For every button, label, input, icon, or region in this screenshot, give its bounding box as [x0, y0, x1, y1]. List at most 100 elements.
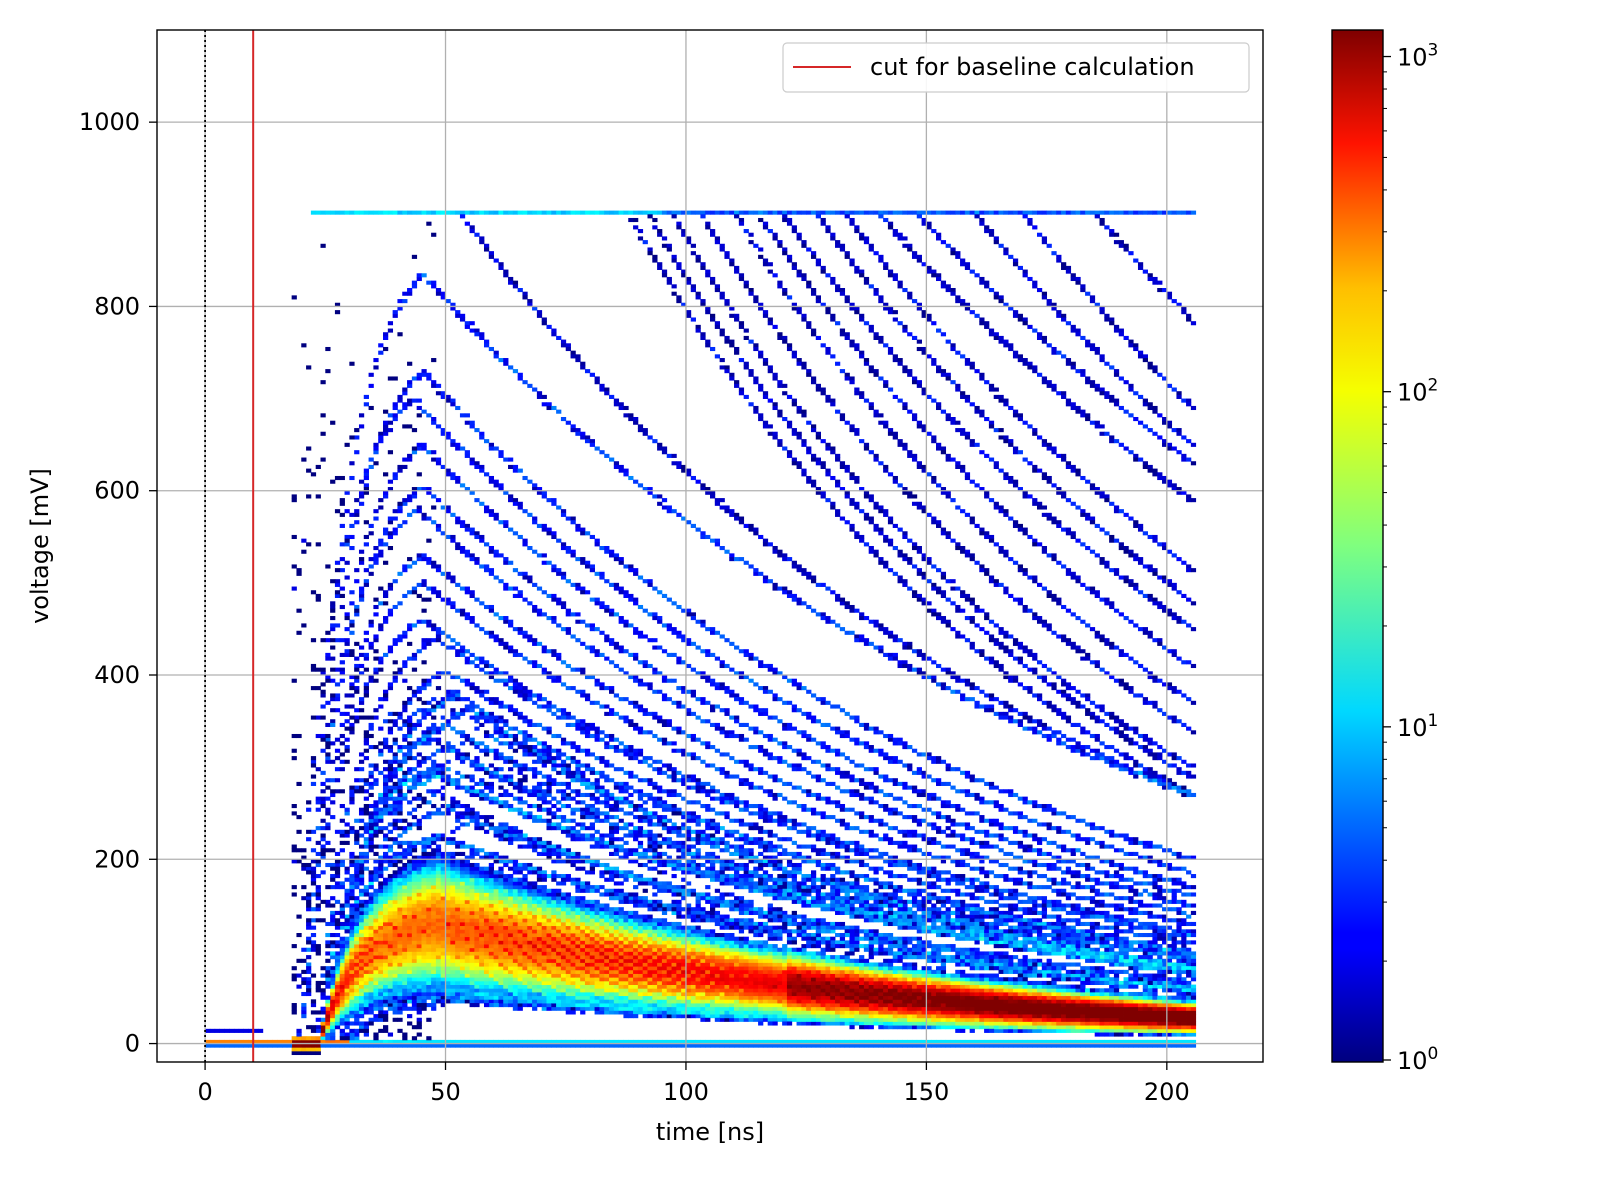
heatmap-cell — [969, 1025, 975, 1030]
heatmap-cell — [705, 947, 711, 952]
heatmap-cell — [358, 944, 365, 949]
heatmap-cell — [402, 999, 408, 1004]
heatmap-cell — [936, 1006, 942, 1011]
heatmap-cell — [455, 896, 461, 901]
heatmap-cell — [623, 973, 629, 978]
heatmap-cell — [407, 870, 413, 875]
heatmap-cell — [373, 1006, 379, 1011]
heatmap-cell — [368, 940, 374, 945]
heatmap-cell — [705, 1014, 711, 1019]
heatmap-cell — [594, 984, 600, 989]
heatmap-cell — [416, 866, 422, 871]
heatmap-cell — [469, 966, 475, 971]
heatmap-cell — [517, 907, 523, 912]
heatmap-cell — [407, 999, 413, 1004]
heatmap-cell — [363, 984, 369, 989]
heatmap-cell — [652, 1006, 658, 1011]
heatmap-cell — [589, 442, 595, 447]
heatmap-cell — [964, 991, 971, 997]
heatmap-cell — [830, 1039, 836, 1044]
heatmap-cell — [584, 991, 591, 997]
heatmap-cell — [710, 936, 716, 941]
heatmap-cell — [532, 885, 538, 890]
heatmap-cell — [339, 1010, 345, 1015]
heatmap-cell — [661, 980, 668, 985]
heatmap-cell — [604, 546, 610, 551]
heatmap-cell — [483, 907, 490, 912]
heatmap-cell — [825, 955, 831, 960]
heatmap-cell — [498, 966, 504, 971]
heatmap-cell — [854, 719, 860, 724]
heatmap-cell — [392, 988, 398, 993]
heatmap-cell — [815, 1010, 821, 1015]
heatmap-cell — [969, 1014, 975, 1019]
heatmap-cell — [772, 958, 778, 963]
heatmap-cell — [647, 999, 653, 1004]
heatmap-cell — [474, 966, 480, 971]
heatmap-cell — [666, 936, 672, 941]
heatmap-cell — [623, 918, 629, 923]
heatmap-cell — [940, 1025, 947, 1030]
heatmap-cell — [844, 984, 850, 989]
heatmap-cell — [796, 1006, 802, 1011]
heatmap-cell — [666, 1010, 672, 1015]
heatmap-cell — [411, 896, 418, 901]
heatmap-cell — [464, 321, 470, 326]
heatmap-cell — [873, 730, 879, 735]
heatmap-cell — [758, 1014, 764, 1019]
heatmap-cell — [440, 391, 446, 396]
heatmap-cell — [1003, 1017, 1009, 1022]
heatmap-cell — [517, 903, 523, 908]
heatmap-cell — [479, 885, 485, 890]
heatmap-cell — [556, 951, 562, 956]
heatmap-cell — [445, 885, 451, 890]
heatmap-cell — [498, 951, 504, 956]
heatmap-cell — [642, 487, 648, 492]
heatmap-cell — [498, 995, 504, 1000]
heatmap-cell — [344, 1039, 350, 1044]
heatmap-cell — [493, 896, 499, 901]
heatmap-cell — [411, 966, 418, 971]
heatmap-cell — [575, 431, 581, 436]
heatmap-cell — [1171, 1043, 1177, 1048]
heatmap-cell — [445, 947, 451, 952]
heatmap-cell — [931, 1025, 937, 1030]
heatmap-cell — [695, 958, 701, 963]
heatmap-cell — [503, 980, 509, 985]
heatmap-cell — [820, 616, 826, 621]
heatmap-cell — [349, 933, 355, 938]
heatmap-cell — [1190, 1006, 1197, 1011]
heatmap-cell — [839, 1010, 846, 1015]
heatmap-cell — [373, 933, 379, 938]
heatmap-cell — [1190, 1017, 1197, 1022]
heatmap-cell — [575, 1039, 581, 1044]
heatmap-cell — [493, 892, 499, 897]
heatmap-cell — [931, 1006, 937, 1011]
heatmap-cell — [474, 995, 480, 1000]
heatmap-cell — [1017, 1025, 1023, 1030]
heatmap-cell — [1032, 726, 1038, 731]
heatmap-cell — [512, 973, 519, 978]
heatmap-cell — [940, 999, 947, 1004]
heatmap-cell — [964, 1010, 971, 1015]
heatmap-cell — [772, 1003, 778, 1008]
heatmap-cell — [1190, 1010, 1197, 1015]
heatmap-cell — [820, 991, 826, 997]
heatmap-cell — [936, 1043, 942, 1048]
heatmap-cell — [599, 925, 605, 930]
heatmap-cell — [710, 538, 716, 543]
heatmap-cell — [916, 1010, 922, 1015]
heatmap-cell — [782, 980, 788, 985]
heatmap-cell — [637, 966, 644, 971]
heatmap-cell — [1142, 1028, 1148, 1033]
heatmap-cell — [868, 1017, 874, 1022]
heatmap-cell — [661, 988, 668, 993]
heatmap-cell — [825, 969, 831, 974]
heatmap-cell — [685, 999, 692, 1004]
heatmap-cell — [931, 1021, 937, 1026]
heatmap-cell — [517, 918, 523, 923]
heatmap-cell — [594, 446, 600, 451]
heatmap-cell — [690, 966, 696, 971]
heatmap-cell — [387, 1003, 394, 1008]
heatmap-cell — [993, 1021, 999, 1026]
